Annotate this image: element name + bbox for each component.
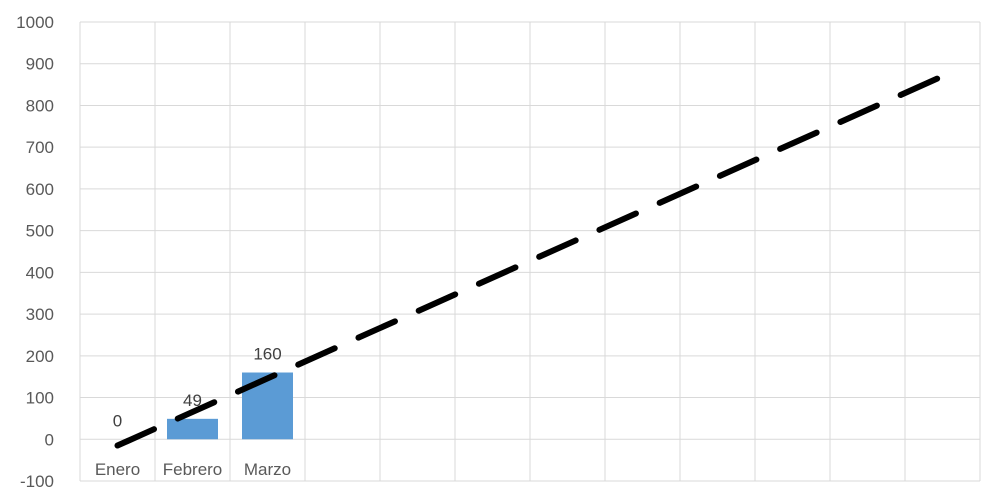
y-tick-label: 400 [26,263,54,282]
y-tick-label: 100 [26,389,54,408]
bar [242,372,293,440]
trendline-group [114,73,946,449]
trendline [114,73,946,449]
y-tick-label: 600 [26,180,54,199]
y-tick-label: 900 [26,55,54,74]
y-axis: -100 0 100 200 300 400 500 600 700 800 900 1000 [16,13,54,491]
y-tick-label: -100 [20,472,54,491]
y-tick-label: 0 [45,430,54,449]
y-tick-label: 500 [26,222,54,241]
x-tick-label: Enero [95,460,140,479]
data-label: 0 [113,411,122,430]
y-tick-label: 800 [26,96,54,115]
y-tick-label: 200 [26,347,54,366]
data-labels: 0 49 160 [113,345,282,431]
data-label: 160 [253,345,281,364]
gridlines [79,21,981,482]
x-axis: Enero Febrero Marzo [95,460,291,479]
x-tick-label: Marzo [244,460,291,479]
data-label: 49 [183,391,202,410]
y-tick-label: 1000 [16,13,54,32]
bar [167,418,218,440]
y-tick-label: 300 [26,305,54,324]
x-tick-label: Febrero [163,460,223,479]
y-tick-label: 700 [26,138,54,157]
